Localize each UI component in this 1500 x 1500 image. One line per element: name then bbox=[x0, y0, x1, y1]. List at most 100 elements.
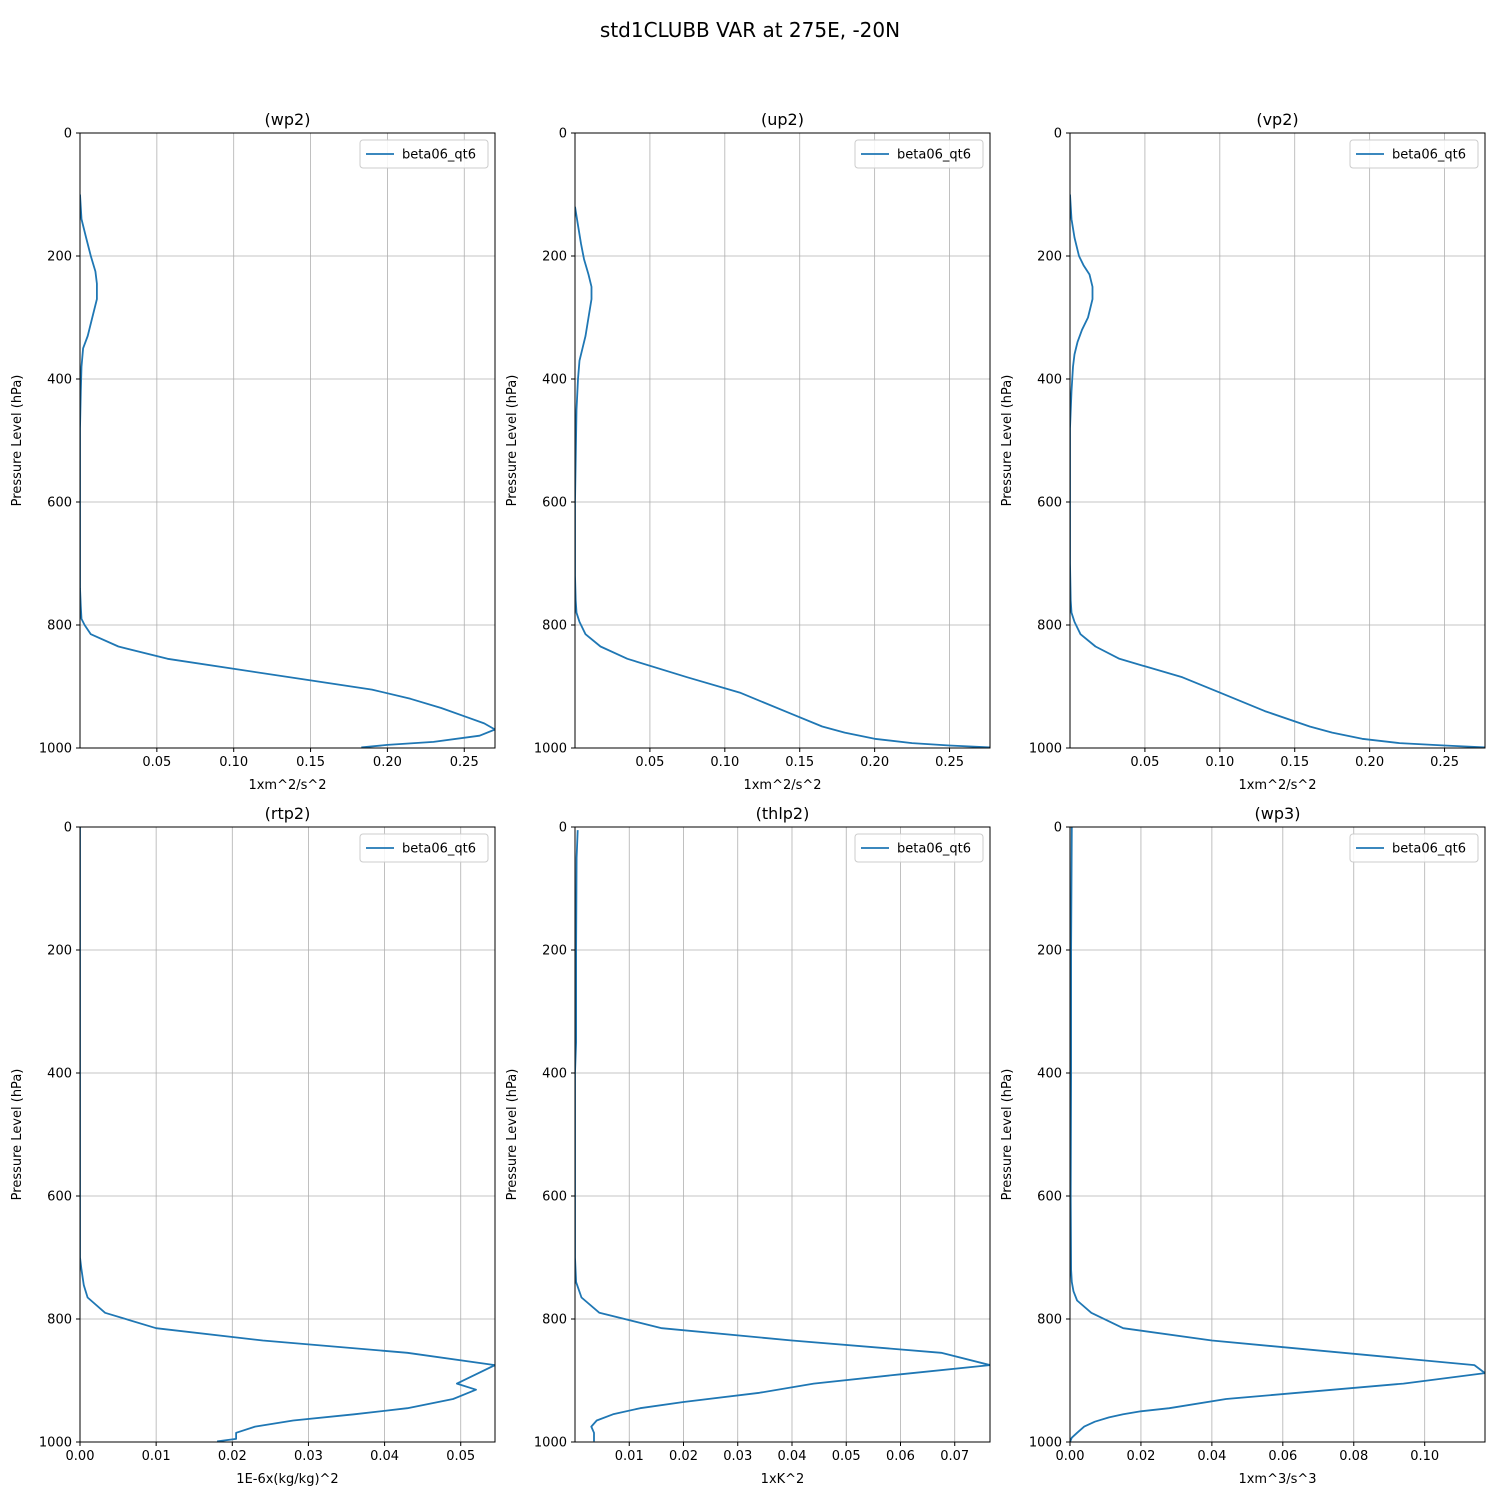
y-tick-label: 1000 bbox=[39, 742, 72, 757]
x-tick-label: 0.05 bbox=[446, 1449, 475, 1464]
series-line bbox=[575, 206, 990, 748]
axes-frame bbox=[79, 132, 496, 749]
x-tick-label: 0.10 bbox=[219, 755, 248, 770]
x-axis-label: 1xm^3/s^3 bbox=[1238, 1472, 1316, 1487]
y-tick-label: 600 bbox=[1037, 1190, 1062, 1205]
y-tick-label: 200 bbox=[542, 250, 567, 265]
legend-label: beta06_qt6 bbox=[897, 842, 971, 857]
legend-box bbox=[1349, 833, 1479, 863]
chart-panel: 0.05 0.10 0.15 0.20 0.25 0 200 400 600 800 1000 (vp… bbox=[1000, 110, 1486, 793]
panel-title: (rtp2) bbox=[265, 804, 311, 823]
x-tick-label: 0.15 bbox=[296, 755, 325, 770]
series-line bbox=[1070, 194, 1485, 748]
y-tick-label: 400 bbox=[1037, 373, 1062, 388]
legend: beta06_qt6 bbox=[359, 139, 489, 169]
chart-panel: 0.01 0.02 0.03 0.04 0.05 0.06 0.07 0 200 400 600 80… bbox=[505, 804, 991, 1487]
x-tick-label: 0.05 bbox=[1130, 755, 1159, 770]
y-tick-label: 800 bbox=[1037, 1313, 1062, 1328]
x-tick-label: 0.10 bbox=[1205, 755, 1234, 770]
legend-label: beta06_qt6 bbox=[897, 148, 971, 163]
x-tick-label: 0.25 bbox=[1430, 755, 1459, 770]
panel-title: (thlp2) bbox=[756, 804, 810, 823]
x-tick-label: 0.25 bbox=[450, 755, 479, 770]
x-axis-label: 1xK^2 bbox=[761, 1472, 805, 1487]
x-axis-label: 1xm^2/s^2 bbox=[248, 778, 326, 793]
panel-title: (up2) bbox=[761, 110, 804, 129]
y-axis-label: Pressure Level (hPa) bbox=[10, 375, 25, 507]
y-tick-label: 1000 bbox=[1029, 1436, 1062, 1451]
chart-panel: 0.05 0.10 0.15 0.20 0.25 0 200 400 600 800 1000 (up… bbox=[505, 110, 991, 793]
y-axis-label: Pressure Level (hPa) bbox=[10, 1069, 25, 1201]
axes-frame bbox=[1069, 132, 1486, 749]
x-axis-label: 1xm^2/s^2 bbox=[743, 778, 821, 793]
chart-panel: 0.05 0.10 0.15 0.20 0.25 0 200 400 600 800 1000 (wp… bbox=[10, 110, 496, 793]
series-line bbox=[80, 827, 495, 1442]
x-tick-label: 0.04 bbox=[1197, 1449, 1226, 1464]
series-line bbox=[1070, 827, 1485, 1442]
series-line bbox=[80, 194, 495, 748]
x-axis-label: 1xm^2/s^2 bbox=[1238, 778, 1316, 793]
x-tick-label: 0.20 bbox=[1355, 755, 1384, 770]
x-tick-label: 0.01 bbox=[615, 1449, 644, 1464]
y-tick-label: 1000 bbox=[39, 1436, 72, 1451]
x-tick-label: 0.00 bbox=[1056, 1449, 1085, 1464]
x-tick-label: 0.02 bbox=[669, 1449, 698, 1464]
panel-title: (wp2) bbox=[265, 110, 311, 129]
legend: beta06_qt6 bbox=[1349, 833, 1479, 863]
x-tick-label: 0.03 bbox=[723, 1449, 752, 1464]
x-tick-label: 0.10 bbox=[1410, 1449, 1439, 1464]
legend: beta06_qt6 bbox=[359, 833, 489, 863]
figure-title: std1CLUBB VAR at 275E, -20N bbox=[600, 18, 900, 42]
y-tick-label: 800 bbox=[542, 1313, 567, 1328]
y-tick-label: 1000 bbox=[534, 1436, 567, 1451]
y-tick-label: 600 bbox=[542, 496, 567, 511]
x-tick-label: 0.08 bbox=[1339, 1449, 1368, 1464]
chart-panel: 0.00 0.01 0.02 0.03 0.04 0.05 0 200 400 600 800 100… bbox=[10, 804, 496, 1487]
chart-panel: 0.00 0.02 0.04 0.06 0.08 0.10 0 200 400 600 800 100… bbox=[1000, 804, 1486, 1487]
x-tick-label: 0.05 bbox=[832, 1449, 861, 1464]
y-tick-label: 200 bbox=[542, 944, 567, 959]
x-tick-label: 0.20 bbox=[373, 755, 402, 770]
legend-box bbox=[854, 833, 984, 863]
y-tick-label: 200 bbox=[1037, 944, 1062, 959]
x-tick-label: 0.10 bbox=[710, 755, 739, 770]
y-tick-label: 600 bbox=[542, 1190, 567, 1205]
y-tick-label: 600 bbox=[47, 1190, 72, 1205]
legend-label: beta06_qt6 bbox=[1392, 842, 1466, 857]
x-tick-label: 0.04 bbox=[778, 1449, 807, 1464]
x-tick-label: 0.20 bbox=[860, 755, 889, 770]
y-tick-label: 800 bbox=[47, 619, 72, 634]
y-tick-label: 800 bbox=[1037, 619, 1062, 634]
legend-box bbox=[359, 833, 489, 863]
y-tick-label: 600 bbox=[1037, 496, 1062, 511]
y-tick-label: 200 bbox=[47, 944, 72, 959]
panel-title: (vp2) bbox=[1256, 110, 1298, 129]
x-tick-label: 0.07 bbox=[940, 1449, 969, 1464]
panel-title: (wp3) bbox=[1255, 804, 1301, 823]
y-tick-label: 0 bbox=[559, 821, 567, 836]
y-axis-label: Pressure Level (hPa) bbox=[505, 1069, 520, 1201]
x-tick-label: 0.00 bbox=[66, 1449, 95, 1464]
x-tick-label: 0.15 bbox=[785, 755, 814, 770]
x-tick-label: 0.04 bbox=[370, 1449, 399, 1464]
x-tick-label: 0.01 bbox=[142, 1449, 171, 1464]
y-tick-label: 0 bbox=[64, 821, 72, 836]
x-tick-label: 0.06 bbox=[886, 1449, 915, 1464]
y-tick-label: 800 bbox=[542, 619, 567, 634]
y-axis-label: Pressure Level (hPa) bbox=[505, 375, 520, 507]
y-tick-label: 0 bbox=[1054, 127, 1062, 142]
x-tick-label: 0.15 bbox=[1280, 755, 1309, 770]
legend: beta06_qt6 bbox=[854, 139, 984, 169]
legend-box bbox=[359, 139, 489, 169]
series-line bbox=[575, 830, 990, 1442]
x-axis-label: 1E-6x(kg/kg)^2 bbox=[236, 1472, 338, 1487]
y-tick-label: 800 bbox=[47, 1313, 72, 1328]
legend: beta06_qt6 bbox=[1349, 139, 1479, 169]
x-tick-label: 0.25 bbox=[935, 755, 964, 770]
legend-label: beta06_qt6 bbox=[402, 148, 476, 163]
x-tick-label: 0.06 bbox=[1268, 1449, 1297, 1464]
y-tick-label: 1000 bbox=[1029, 742, 1062, 757]
y-tick-label: 200 bbox=[1037, 250, 1062, 265]
